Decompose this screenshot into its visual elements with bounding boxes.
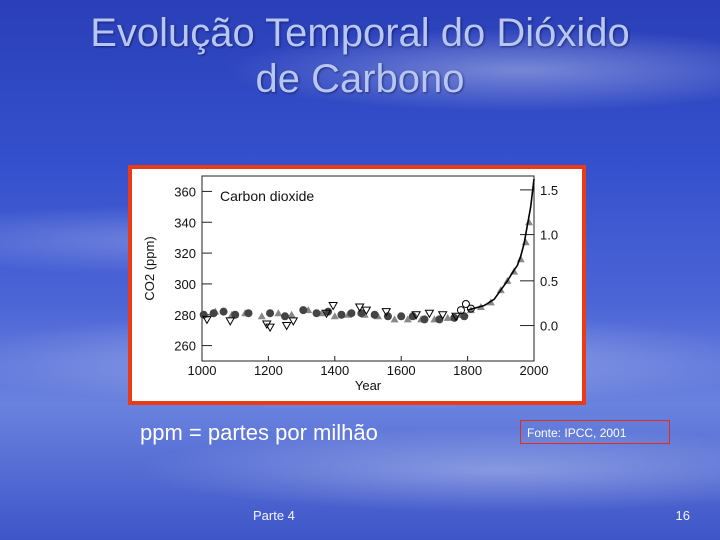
data-point-circle [460, 312, 469, 321]
data-point-triangle [443, 313, 452, 321]
slide-title: Evolução Temporal do Dióxido de Carbono [0, 10, 720, 102]
plot-frame [201, 175, 535, 362]
footer-section-label: Parte 4 [253, 508, 295, 523]
data-point-triangle [521, 238, 530, 246]
x-tick-label: 1000 [188, 363, 217, 378]
y-tick-label: 300 [174, 277, 196, 292]
y2-tick-label: 1.5 [540, 183, 558, 198]
data-point-open-triangle [225, 317, 236, 326]
data-point-triangle [390, 315, 399, 323]
y-tick-label: 260 [174, 339, 196, 354]
data-point-circle [312, 309, 321, 318]
source-box: Fonte: IPCC, 2001 [520, 420, 670, 444]
slide-title-line2: de Carbono [255, 57, 465, 101]
data-point-circle [281, 312, 289, 321]
y-tick-label: 320 [174, 246, 196, 261]
data-point-open-triangle [281, 322, 292, 331]
y-tick-label: 280 [174, 308, 196, 323]
y2-tick-label: 0.0 [540, 319, 558, 334]
data-point-open-triangle [288, 317, 299, 326]
data-point-open-triangle [265, 323, 275, 333]
page-number: 16 [675, 508, 690, 523]
co2-instrumental-line [467, 178, 535, 311]
data-point-open-triangle [354, 303, 365, 313]
slide-title-line1: Evolução Temporal do Dióxido [90, 11, 630, 55]
data-point-open-triangle [424, 309, 435, 319]
data-point-open-triangle [361, 306, 372, 316]
data-point-circle [370, 310, 379, 319]
y-axis-label: CO2 (ppm) [142, 236, 157, 300]
data-point-circle [219, 307, 228, 316]
data-point-open-triangle [328, 302, 339, 311]
y2-tick-label: 1.0 [540, 228, 558, 243]
data-point-triangle [403, 315, 412, 323]
data-point-circle [209, 309, 218, 318]
data-point-circle [231, 310, 240, 319]
data-point-open-triangle [451, 312, 461, 322]
x-tick-label: 1400 [320, 363, 349, 378]
data-point-open-triangle [411, 311, 422, 320]
data-point-circle [347, 309, 356, 318]
data-point-open-triangle [381, 308, 392, 317]
x-tick-label: 2000 [520, 363, 549, 378]
x-tick-label: 1200 [254, 363, 283, 378]
y-tick-label: 360 [174, 184, 196, 199]
data-point-open-triangle [321, 309, 332, 319]
data-point-circle [408, 312, 417, 321]
data-point-open-triangle [202, 315, 212, 325]
data-point-triangle [274, 309, 283, 317]
y-tick-label: 340 [174, 215, 196, 230]
data-point-open-triangle [437, 311, 448, 320]
data-point-open-circle [456, 306, 465, 315]
co2-chart-frame: 1000 1200 1400 1600 1800 2000 260 280 300 320 340 3… [128, 165, 586, 405]
x-axis-label: Year [355, 378, 382, 393]
units-note: ppm = partes por milhão [140, 420, 378, 445]
data-point-circle [337, 310, 346, 319]
data-point-circle [420, 315, 429, 324]
data-point-circle [324, 307, 333, 316]
data-point-triangle [287, 310, 296, 318]
x-tick-label: 1800 [453, 363, 482, 378]
data-point-circle [266, 309, 275, 318]
data-point-circle [397, 312, 406, 321]
data-point-triangle [330, 312, 339, 320]
data-point-circle [244, 309, 253, 318]
co2-chart: 1000 1200 1400 1600 1800 2000 260 280 300 320 340 3… [142, 175, 558, 393]
x-tick-label: 1600 [387, 363, 416, 378]
y2-tick-label: 0.5 [540, 274, 558, 289]
data-point-open-circle [461, 299, 470, 308]
data-point-triangle [257, 312, 266, 320]
chart-title: Carbon dioxide [220, 188, 314, 204]
data-point-circle [299, 306, 308, 315]
data-point-circle [435, 315, 444, 324]
